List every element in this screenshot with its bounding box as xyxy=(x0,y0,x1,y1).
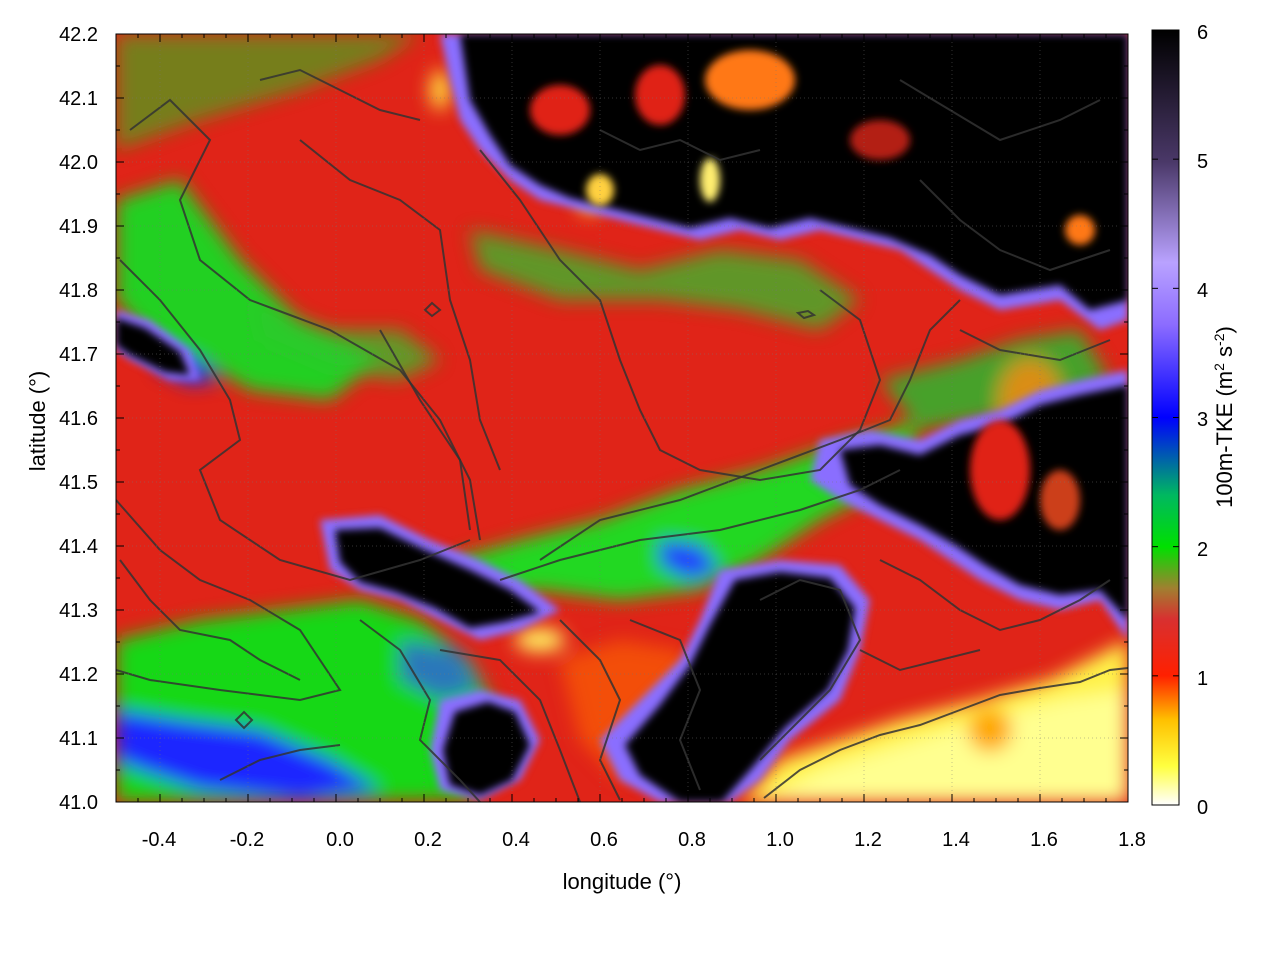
y-tick-label: 42.2 xyxy=(59,24,98,46)
x-tick-label: 0.6 xyxy=(590,829,618,851)
y-tick-label: 41.1 xyxy=(59,728,98,750)
y-tick-label: 41.2 xyxy=(59,664,98,686)
x-tick-label: 0.8 xyxy=(678,829,706,851)
colorbar-tick-label: 4 xyxy=(1197,280,1208,302)
x-tick-labels: -0.4 -0.2 0.0 0.2 0.4 0.6 0.8 1.0 1.2 1.… xyxy=(142,829,1146,851)
x-axis-label: longitude (°) xyxy=(563,869,682,894)
y-tick-label: 41.3 xyxy=(59,600,98,622)
x-tick-label: 1.0 xyxy=(766,829,794,851)
colorbar-tick-label: 3 xyxy=(1197,409,1208,431)
y-tick-label: 41.4 xyxy=(59,536,98,558)
axis-ticks xyxy=(115,33,1129,803)
terrain-contours xyxy=(116,68,1128,802)
gridlines xyxy=(116,34,1128,802)
y-axis-label: latitude (°) xyxy=(25,371,50,472)
x-tick-label: 0.4 xyxy=(502,829,530,851)
y-tick-label: 41.5 xyxy=(59,472,98,494)
x-tick-label: 0.2 xyxy=(414,829,442,851)
y-tick-label: 41.8 xyxy=(59,280,98,302)
colorbar-ticks xyxy=(1152,29,1179,806)
colorbar: 0 1 2 3 4 5 6 100m-TKE (m2 s-2) xyxy=(1151,22,1237,819)
colorbar-tick-label: 0 xyxy=(1197,797,1208,819)
x-tick-label: -0.2 xyxy=(230,829,264,851)
y-tick-label: 41.6 xyxy=(59,408,98,430)
colorbar-tick-label: 1 xyxy=(1197,668,1208,690)
colorbar-tick-label: 5 xyxy=(1197,151,1208,173)
y-tick-label: 42.1 xyxy=(59,88,98,110)
y-tick-label: 41.0 xyxy=(59,792,98,814)
y-tick-label: 41.9 xyxy=(59,216,98,238)
x-tick-label: 0.0 xyxy=(326,829,354,851)
y-tick-label: 41.7 xyxy=(59,344,98,366)
colorbar-tick-label: 2 xyxy=(1197,539,1208,561)
y-tick-labels: 41.0 41.1 41.2 41.3 41.4 41.5 41.6 41.7 … xyxy=(59,24,98,814)
colorbar-label: 100m-TKE (m2 s-2) xyxy=(1211,326,1237,508)
x-tick-label: 1.8 xyxy=(1118,829,1146,851)
x-tick-label: 1.6 xyxy=(1030,829,1058,851)
colorbar-tick-label: 6 xyxy=(1197,22,1208,44)
y-tick-label: 42.0 xyxy=(59,152,98,174)
x-tick-label: 1.4 xyxy=(942,829,970,851)
x-tick-label: 1.2 xyxy=(854,829,882,851)
x-tick-label: -0.4 xyxy=(142,829,176,851)
